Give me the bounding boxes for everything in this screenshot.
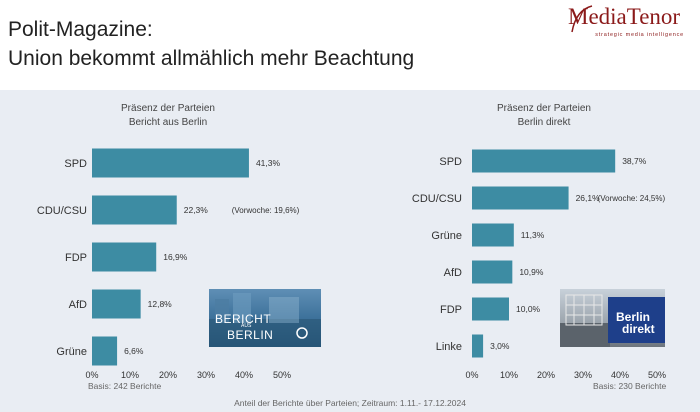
base-note: Basis: 230 Berichte xyxy=(593,381,667,391)
category-label: Grüne xyxy=(56,346,87,358)
header: Polit-Magazine: Union bekommt allmählich… xyxy=(0,0,700,90)
logo-text: MediaTenor xyxy=(568,4,681,29)
page-title-line-2: Union bekommt allmählich mehr Beachtung xyxy=(8,47,415,70)
x-tick-label: 20% xyxy=(537,370,555,380)
data-label: 12,8% xyxy=(148,299,173,309)
bar xyxy=(472,186,569,210)
page-title-line-1: Polit-Magazine: xyxy=(8,18,153,41)
image-caption-line-1: Berlin xyxy=(616,310,651,324)
data-label: 38,7% xyxy=(622,156,647,166)
category-label: CDU/CSU xyxy=(412,193,462,205)
bar xyxy=(92,336,118,366)
image-caption-line-1: BERICHT xyxy=(215,312,272,326)
category-label: CDU/CSU xyxy=(37,205,87,217)
media-tenor-logo: MediaTenor strategic media intelligence xyxy=(568,2,688,42)
x-tick-label: 0% xyxy=(465,370,478,380)
bar xyxy=(472,223,514,247)
berlin-direkt-image: Berlin direkt xyxy=(560,289,665,347)
category-label: Grüne xyxy=(431,230,462,242)
category-label: Linke xyxy=(436,341,462,353)
x-tick-label: 0% xyxy=(85,370,98,380)
data-label: 11,3% xyxy=(521,230,545,240)
x-tick-label: 20% xyxy=(159,370,177,380)
x-tick-label: 10% xyxy=(121,370,139,380)
bar xyxy=(92,289,141,319)
category-label: SPD xyxy=(439,156,462,168)
data-label: 26,1% xyxy=(576,193,601,203)
berlin-direkt-logo-box xyxy=(608,297,665,343)
annotation: (Vorwoche: 24,5%) xyxy=(598,194,666,203)
data-label: 22,3% xyxy=(184,205,209,215)
category-label: AfD xyxy=(69,299,87,311)
bar xyxy=(92,148,249,178)
image-caption-line-2: direkt xyxy=(622,322,655,336)
x-tick-label: 30% xyxy=(197,370,215,380)
bar xyxy=(92,242,157,272)
building-silhouette-icon xyxy=(209,293,321,347)
category-label: FDP xyxy=(440,304,462,316)
category-label: FDP xyxy=(65,252,87,264)
chart-title-line-2: Berlin direkt xyxy=(518,117,571,128)
data-label: 16,9% xyxy=(163,252,188,262)
x-tick-label: 30% xyxy=(574,370,592,380)
bar xyxy=(472,297,509,321)
x-tick-label: 50% xyxy=(273,370,291,380)
x-tick-label: 50% xyxy=(648,370,666,380)
footnote: Anteil der Berichte über Parteien; Zeitr… xyxy=(234,398,466,408)
bar xyxy=(92,195,177,225)
chart-title-line-1: Präsenz der Parteien xyxy=(497,103,591,114)
bar xyxy=(472,334,484,358)
x-tick-label: 10% xyxy=(500,370,518,380)
data-label: 10,0% xyxy=(516,304,541,314)
reichstag-scaffold-icon xyxy=(560,294,610,347)
annotation: (Vorwoche: 19,6%) xyxy=(232,206,300,215)
image-caption-line-2: AUS xyxy=(241,323,252,329)
bericht-aus-berlin-image: BERICHT AUS BERLIN xyxy=(209,289,321,347)
data-label: 3,0% xyxy=(490,341,510,351)
base-note: Basis: 242 Berichte xyxy=(88,381,162,391)
data-label: 6,6% xyxy=(124,346,144,356)
logo-tagline: strategic media intelligence xyxy=(595,32,684,38)
x-tick-label: 40% xyxy=(235,370,253,380)
chart-title-line-1: Präsenz der Parteien xyxy=(121,103,215,114)
logo-swoosh-icon xyxy=(571,5,593,33)
chart-title-line-2: Bericht aus Berlin xyxy=(129,117,207,128)
data-label: 41,3% xyxy=(256,158,281,168)
data-label: 10,9% xyxy=(519,267,544,277)
image-caption-line-3: BERLIN xyxy=(227,328,274,342)
x-tick-label: 40% xyxy=(611,370,629,380)
bar xyxy=(472,260,513,284)
category-label: AfD xyxy=(444,267,462,279)
category-label: SPD xyxy=(64,158,87,170)
bar xyxy=(472,149,616,173)
